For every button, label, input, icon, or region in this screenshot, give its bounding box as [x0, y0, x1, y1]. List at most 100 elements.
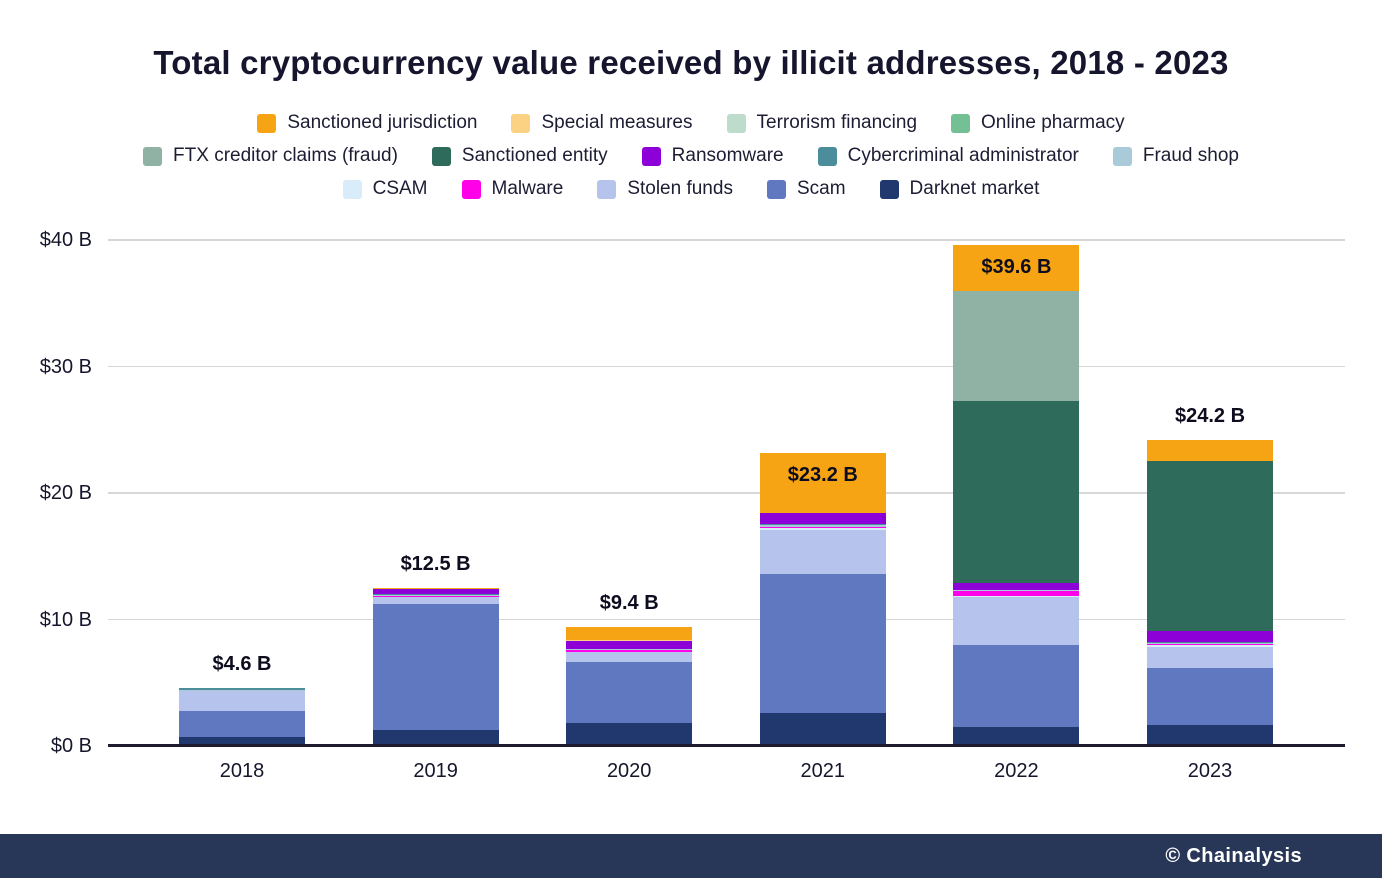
bar-total-label: $12.5 B — [400, 552, 471, 575]
bar-2019 — [372, 587, 499, 746]
y-tick-label: $40 B — [39, 229, 92, 251]
segment-sanctioned-jurisdiction — [759, 452, 886, 513]
segment-darknet-market — [1147, 724, 1273, 746]
x-tick-label: 2018 — [219, 760, 265, 782]
y-tick-label: $10 B — [39, 608, 92, 631]
footer-bar: © Chainalysis — [0, 834, 1382, 878]
segment-csam — [1147, 644, 1273, 648]
legend: Sanctioned jurisdiction Special measures T… — [0, 112, 1382, 200]
legend-label: Online pharmacy — [981, 112, 1125, 133]
bar-2022 — [953, 245, 1080, 746]
legend-item-online-pharmacy: Online pharmacy — [951, 112, 1125, 134]
segment-sanctioned-entity — [1147, 461, 1273, 631]
segment-fraud-shop — [1147, 642, 1273, 644]
legend-label: Sanctioned entity — [461, 145, 608, 166]
legend-swatch-malware — [461, 179, 481, 199]
segment-stolen-funds — [566, 652, 693, 662]
legend-swatch-fraud-shop — [1112, 146, 1132, 166]
segment-cybercriminal-administrator — [1147, 642, 1273, 643]
bar-total-label: $9.4 B — [599, 592, 659, 615]
segment-csam — [953, 595, 1080, 597]
legend-item-scam: Scam — [766, 178, 846, 200]
legend-item-fraud-shop: Fraud shop — [1112, 145, 1239, 167]
legend-item-stolen-funds: Stolen funds — [597, 178, 733, 200]
segment-darknet-market — [566, 722, 693, 746]
legend-swatch-special-measures — [511, 113, 531, 133]
segment-scam — [372, 604, 499, 730]
legend-swatch-cybercriminal-administrator — [817, 146, 837, 166]
segment-malware — [566, 649, 693, 652]
legend-label: CSAM — [372, 178, 428, 199]
legend-label: Ransomware — [671, 145, 784, 166]
legend-label: Malware — [491, 178, 564, 199]
segment-ftx-creditor-claims-fraud — [953, 290, 1080, 401]
legend-item-malware: Malware — [461, 178, 564, 200]
x-tick-label: 2022 — [994, 760, 1039, 782]
segment-cybercriminal-administrator — [759, 524, 886, 526]
legend-label: FTX creditor claims (fraud) — [173, 145, 398, 166]
gridline-40 — [108, 239, 1345, 241]
segment-ransomware — [1147, 630, 1273, 643]
x-tick-label: 2019 — [413, 760, 458, 782]
bar-total-label: $39.6 B — [981, 256, 1052, 279]
legend-item-sanctioned-jurisdiction: Sanctioned jurisdiction — [257, 112, 477, 134]
segment-csam — [566, 651, 693, 653]
legend-row-2: FTX creditor claims (fraud) Sanctioned en… — [143, 145, 1239, 167]
legend-swatch-ftx-creditor-claims-fraud — [143, 146, 163, 166]
segment-sanctioned-jurisdiction — [566, 627, 693, 640]
segment-stolen-funds — [953, 596, 1080, 645]
segment-malware — [953, 591, 1080, 596]
y-axis: $0 B $10 B $20 B $30 B $40 B — [0, 229, 92, 757]
segment-fraud-shop — [759, 525, 886, 527]
segment-fraud-shop — [179, 690, 305, 691]
bar-total-label: $4.6 B — [212, 652, 272, 675]
x-tick-label: 2021 — [800, 760, 846, 782]
segment-sanctioned-jurisdiction — [372, 587, 499, 590]
legend-swatch-sanctioned-entity — [431, 146, 451, 166]
segment-sanctioned-jurisdiction — [1147, 439, 1273, 462]
chainalysis-credit: © Chainalysis — [1165, 844, 1302, 867]
segment-malware — [1147, 643, 1273, 645]
segment-darknet-market — [759, 713, 886, 746]
legend-swatch-ransomware — [641, 146, 661, 166]
gridline-10 — [108, 618, 1345, 621]
segment-ransomware — [566, 641, 693, 649]
legend-label: Scam — [796, 178, 846, 199]
segment-scam — [1147, 667, 1273, 725]
x-tick-label: 2020 — [606, 760, 652, 782]
legend-swatch-stolen-funds — [597, 179, 617, 199]
legend-swatch-terrorism-financing — [726, 113, 746, 133]
legend-label: Cybercriminal administrator — [847, 145, 1079, 166]
x-axis: 2018 2019 2020 2021 2022 2023 — [108, 760, 1345, 790]
segment-sanctioned-entity — [953, 400, 1080, 583]
bar-total-label: $24.2 B — [1174, 404, 1246, 427]
segment-scam — [953, 644, 1080, 728]
legend-row-3: CSAM Malware Stolen funds Scam Darknet marke… — [342, 178, 1040, 200]
segment-csam — [759, 527, 886, 530]
segment-ransomware — [759, 512, 886, 525]
segment-darknet-market — [372, 729, 499, 746]
segment-ransomware — [372, 589, 499, 594]
segment-stolen-funds — [179, 691, 305, 711]
segment-stolen-funds — [1147, 647, 1273, 668]
legend-item-sanctioned-entity: Sanctioned entity — [431, 145, 608, 167]
x-tick-label: 2023 — [1187, 760, 1233, 782]
legend-label: Darknet market — [909, 178, 1040, 199]
legend-item-terrorism-financing: Terrorism financing — [726, 112, 917, 134]
segment-stolen-funds — [372, 597, 499, 605]
segment-darknet-market — [179, 736, 305, 746]
bar-2023 — [1147, 439, 1273, 746]
legend-item-ransomware: Ransomware — [641, 145, 784, 167]
legend-label: Special measures — [541, 112, 693, 133]
gridline-20 — [108, 492, 1345, 494]
legend-label: Fraud shop — [1142, 145, 1239, 166]
bar-2021 — [759, 452, 886, 746]
chart-region: $0 B $10 B $20 B $30 B $40 B $4.6 B $12.5 B $9… — [0, 229, 1382, 810]
x-axis-line — [108, 744, 1345, 747]
bar-2018 — [179, 687, 305, 746]
segment-ransomware — [953, 582, 1080, 590]
segment-stolen-funds — [759, 529, 886, 574]
legend-swatch-sanctioned-jurisdiction — [257, 113, 277, 133]
segment-scam — [759, 573, 886, 714]
